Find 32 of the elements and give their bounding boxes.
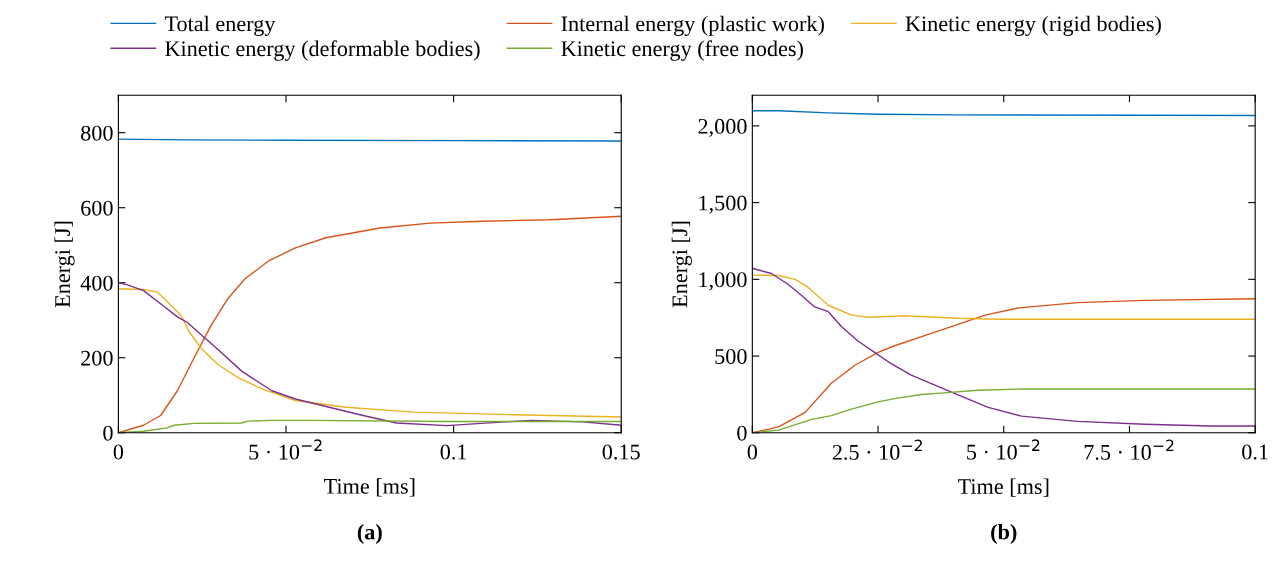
y-tick-label: 1,000 bbox=[699, 272, 747, 291]
x-axis-title: Time [ms] bbox=[957, 478, 1049, 497]
y-tick-label: 2,000 bbox=[698, 118, 747, 138]
x-tick-label: 2.5 · 10$^{−2}$ bbox=[832, 439, 922, 460]
line-series bbox=[752, 267, 1256, 427]
x-tick-label: 0.15 bbox=[602, 444, 640, 460]
x-tick-label: 5 · 10$^{−2}$ bbox=[967, 439, 1040, 460]
legend-label: Kinetic energy (free nodes) bbox=[561, 40, 803, 61]
x-tick-label: 0.1 bbox=[1242, 444, 1268, 460]
legend-label: Internal energy (plastic work) bbox=[561, 15, 824, 36]
x-tick-label: 0.1 bbox=[440, 444, 467, 460]
x-tick-label: 0 bbox=[747, 444, 758, 460]
x-tick-label: 7.5 · 10$^{−2}$ bbox=[1084, 439, 1174, 460]
y-axis-title: Energi [J] bbox=[671, 221, 692, 308]
y-tick-label: 1,500 bbox=[699, 195, 747, 214]
x-tick-label: 0 bbox=[113, 444, 124, 460]
y-tick-label: 200 bbox=[81, 350, 113, 366]
y-tick-label: 800 bbox=[81, 125, 113, 141]
legend-label: Total energy bbox=[164, 15, 276, 36]
y-tick-label: 600 bbox=[81, 200, 113, 216]
y-tick-label: 500 bbox=[715, 348, 747, 364]
line-series bbox=[752, 274, 1256, 320]
y-tick-label: 0 bbox=[103, 425, 113, 441]
y-tick-label: 0 bbox=[737, 425, 747, 441]
legend-label: Kinetic energy (deformable bodies) bbox=[165, 40, 480, 61]
legend-label: Kinetic energy (rigid bodies) bbox=[905, 15, 1161, 36]
text: (a) bbox=[357, 523, 382, 545]
y-tick-label: 400 bbox=[80, 275, 113, 291]
x-axis-title: Time [ms] bbox=[324, 478, 415, 497]
x-tick-label: 5 · 10$^{−2}$ bbox=[249, 439, 322, 460]
y-axis-title: Energi [J] bbox=[54, 221, 75, 308]
text: (b) bbox=[991, 523, 1017, 545]
